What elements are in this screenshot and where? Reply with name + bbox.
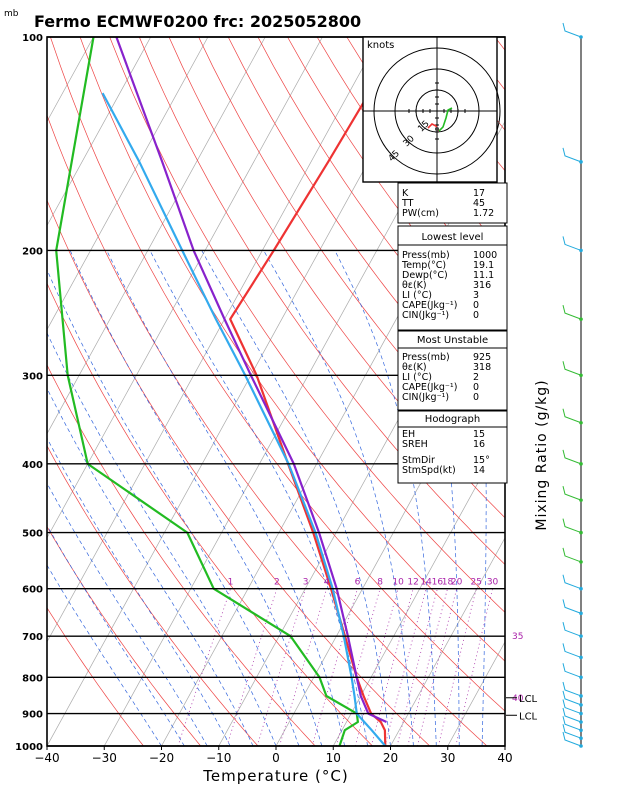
pressure-tick-label: 500 bbox=[22, 529, 43, 540]
mixing-ratio-label: 8 bbox=[377, 578, 383, 588]
pressure-tick-label: 400 bbox=[22, 460, 43, 471]
pressure-tick-label: 800 bbox=[22, 673, 43, 684]
x-tick-label: 20 bbox=[383, 751, 398, 765]
x-axis-label: Temperature (°C) bbox=[202, 767, 348, 785]
mixing-ratio-label: 1 bbox=[228, 578, 234, 588]
pressure-tick-label: 200 bbox=[22, 246, 43, 257]
x-tick-label: 40 bbox=[497, 751, 512, 765]
index-label: SREH bbox=[402, 439, 428, 450]
mixing-ratio-axis-label: Mixing Ratio (g/kg) bbox=[534, 379, 550, 530]
index-value: 14 bbox=[473, 465, 485, 476]
index-heading: Hodograph bbox=[425, 414, 480, 425]
lcl-label: LCL bbox=[519, 694, 538, 705]
pressure-tick-label: 900 bbox=[22, 710, 43, 721]
pressure-tick-label: 700 bbox=[22, 632, 43, 643]
x-tick-label: −30 bbox=[92, 751, 117, 765]
x-tick-label: 30 bbox=[440, 751, 455, 765]
index-value: 16 bbox=[473, 439, 485, 450]
mixing-ratio-label: 30 bbox=[487, 578, 499, 588]
hodograph-unit: knots bbox=[367, 40, 394, 51]
index-label: CIN(Jkg⁻¹) bbox=[402, 392, 449, 403]
index-value: 0 bbox=[473, 310, 479, 321]
pressure-tick-label: 600 bbox=[22, 585, 43, 596]
storm-motion-marker bbox=[435, 127, 439, 131]
index-label: PW(cm) bbox=[402, 208, 439, 219]
index-value: 1.72 bbox=[473, 208, 494, 219]
mixing-ratio-label: 3 bbox=[303, 578, 309, 588]
index-label: CIN(Jkg⁻¹) bbox=[402, 310, 449, 321]
index-heading: Lowest level bbox=[422, 232, 484, 243]
index-heading: Most Unstable bbox=[417, 335, 488, 346]
pressure-tick-label: 100 bbox=[22, 33, 43, 44]
x-tick-label: −20 bbox=[149, 751, 174, 765]
mixing-ratio-label: 25 bbox=[471, 578, 482, 588]
mixing-ratio-label: 12 bbox=[407, 578, 418, 588]
mixing-ratio-label: 2 bbox=[274, 578, 280, 588]
chart-title: Fermo ECMWF0200 frc: 2025052800 bbox=[34, 12, 361, 31]
unit-label: mb bbox=[4, 9, 19, 19]
x-tick-label: 0 bbox=[272, 751, 280, 765]
x-tick-label: −10 bbox=[206, 751, 231, 765]
mixing-ratio-label: 6 bbox=[355, 578, 361, 588]
x-tick-label: −40 bbox=[34, 751, 59, 765]
index-label: StmSpd(kt) bbox=[402, 465, 456, 476]
index-value: 0 bbox=[473, 392, 479, 403]
lcl-label: LCL bbox=[519, 711, 538, 722]
mixing-ratio-side-label: 35 bbox=[512, 632, 523, 642]
mixing-ratio-label: 4 bbox=[324, 578, 330, 588]
mixing-ratio-label: 14 bbox=[420, 578, 432, 588]
pressure-tick-label: 300 bbox=[22, 371, 43, 382]
x-tick-label: 10 bbox=[326, 751, 341, 765]
mixing-ratio-label: 10 bbox=[392, 578, 404, 588]
mixing-ratio-label: 20 bbox=[451, 578, 463, 588]
